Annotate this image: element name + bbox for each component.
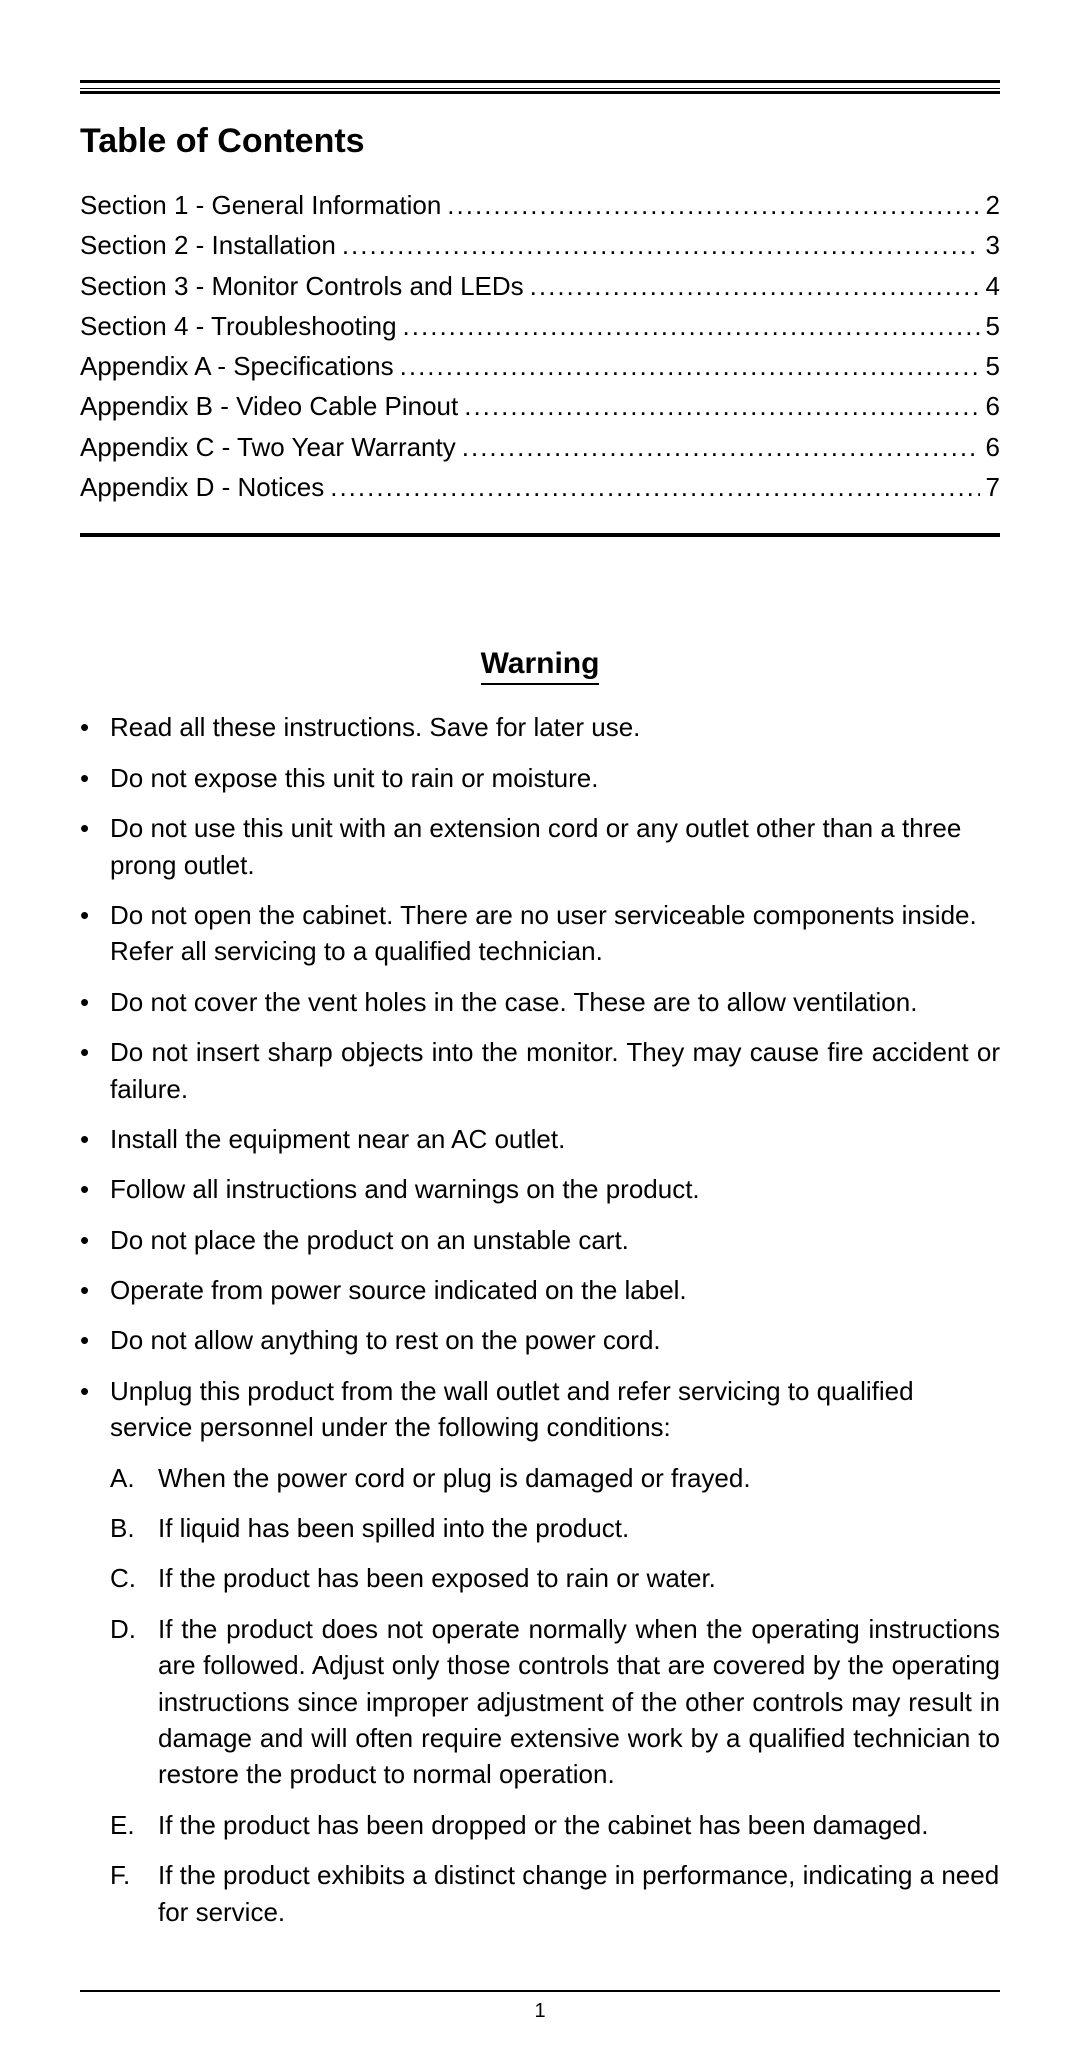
toc-page-number: 7	[986, 467, 1000, 507]
toc-row: Section 3 - Monitor Controls and LEDs 4	[80, 266, 1000, 306]
warning-subitem: A.When the power cord or plug is damaged…	[110, 1460, 1000, 1496]
warning-subitem: D.If the product does not operate normal…	[110, 1611, 1000, 1793]
footer-rule	[80, 1990, 1000, 1992]
warning-text: Do not use this unit with an extension c…	[110, 810, 1000, 883]
warning-item: •Do not expose this unit to rain or mois…	[80, 760, 1000, 796]
bullet-icon: •	[80, 1373, 110, 1446]
toc-leader-dots	[403, 306, 980, 346]
warning-heading: Warning	[80, 647, 1000, 685]
warning-subitem: B.If liquid has been spilled into the pr…	[110, 1510, 1000, 1546]
warning-text: Do not allow anything to rest on the pow…	[110, 1322, 1000, 1358]
warning-item: •Do not open the cabinet. There are no u…	[80, 897, 1000, 970]
warning-text: Do not insert sharp objects into the mon…	[110, 1034, 1000, 1107]
toc-label: Section 2 - Installation	[80, 225, 336, 265]
subitem-text: If the product has been exposed to rain …	[158, 1560, 1000, 1596]
toc-page-number: 4	[986, 266, 1000, 306]
subitem-text: If the product has been dropped or the c…	[158, 1807, 1000, 1843]
bullet-icon: •	[80, 984, 110, 1020]
toc-leader-dots	[447, 185, 979, 225]
toc-row: Section 2 - Installation 3	[80, 225, 1000, 265]
toc-row: Appendix D - Notices 7	[80, 467, 1000, 507]
warning-item: •Do not cover the vent holes in the case…	[80, 984, 1000, 1020]
toc-bottom-rule	[80, 533, 1000, 537]
warning-item: •Install the equipment near an AC outlet…	[80, 1121, 1000, 1157]
toc-page-number: 2	[986, 185, 1000, 225]
bullet-icon: •	[80, 1322, 110, 1358]
warning-item: •Operate from power source indicated on …	[80, 1272, 1000, 1308]
toc-page-number: 6	[986, 386, 1000, 426]
bullet-icon: •	[80, 1272, 110, 1308]
bullet-icon: •	[80, 1121, 110, 1157]
toc-leader-dots	[530, 266, 980, 306]
toc-leader-dots	[400, 346, 980, 386]
toc-leader-dots	[464, 386, 979, 426]
subitem-letter: E.	[110, 1807, 158, 1843]
subitem-text: If liquid has been spilled into the prod…	[158, 1510, 1000, 1546]
bullet-icon: •	[80, 709, 110, 745]
toc-label: Section 3 - Monitor Controls and LEDs	[80, 266, 524, 306]
warning-item: •Unplug this product from the wall outle…	[80, 1373, 1000, 1446]
bullet-icon: •	[80, 897, 110, 970]
document-page: Table of Contents Section 1 - General In…	[0, 0, 1080, 2063]
warning-text: Unplug this product from the wall outlet…	[110, 1373, 1000, 1446]
toc-leader-dots	[462, 427, 980, 467]
toc-label: Section 1 - General Information	[80, 185, 441, 225]
page-number: 1	[80, 2000, 1000, 2023]
subitem-letter: D.	[110, 1611, 158, 1793]
toc-label: Appendix C - Two Year Warranty	[80, 427, 456, 467]
top-rule	[80, 80, 1000, 94]
subitem-letter: F.	[110, 1857, 158, 1930]
toc-page-number: 5	[986, 306, 1000, 346]
toc-row: Section 4 - Troubleshooting 5	[80, 306, 1000, 346]
toc-row: Appendix B - Video Cable Pinout 6	[80, 386, 1000, 426]
warning-item: •Do not insert sharp objects into the mo…	[80, 1034, 1000, 1107]
warning-text: Operate from power source indicated on t…	[110, 1272, 1000, 1308]
bullet-icon: •	[80, 1034, 110, 1107]
subitem-text: If the product does not operate normally…	[158, 1611, 1000, 1793]
warning-list: •Read all these instructions. Save for l…	[80, 709, 1000, 1930]
toc-page-number: 5	[986, 346, 1000, 386]
bullet-icon: •	[80, 810, 110, 883]
warning-item: •Follow all instructions and warnings on…	[80, 1171, 1000, 1207]
toc-row: Appendix A - Specifications 5	[80, 346, 1000, 386]
warning-item: •Do not allow anything to rest on the po…	[80, 1322, 1000, 1358]
toc-page-number: 6	[986, 427, 1000, 467]
warning-text: Do not open the cabinet. There are no us…	[110, 897, 1000, 970]
warning-text: Follow all instructions and warnings on …	[110, 1171, 1000, 1207]
toc-label: Section 4 - Troubleshooting	[80, 306, 397, 346]
warning-subitem: E.If the product has been dropped or the…	[110, 1807, 1000, 1843]
toc-title: Table of Contents	[80, 122, 1000, 161]
warning-text: Do not expose this unit to rain or moist…	[110, 760, 1000, 796]
toc-row: Section 1 - General Information 2	[80, 185, 1000, 225]
warning-text: Do not cover the vent holes in the case.…	[110, 984, 1000, 1020]
bullet-icon: •	[80, 1222, 110, 1258]
toc-label: Appendix B - Video Cable Pinout	[80, 386, 458, 426]
warning-subitem: C.If the product has been exposed to rai…	[110, 1560, 1000, 1596]
warning-item: •Do not place the product on an unstable…	[80, 1222, 1000, 1258]
toc-label: Appendix A - Specifications	[80, 346, 394, 386]
toc-page-number: 3	[986, 225, 1000, 265]
warning-item: •Read all these instructions. Save for l…	[80, 709, 1000, 745]
warning-heading-text: Warning	[481, 647, 600, 685]
bullet-icon: •	[80, 1171, 110, 1207]
toc-leader-dots	[342, 225, 980, 265]
warning-item: •Do not use this unit with an extension …	[80, 810, 1000, 883]
warning-text: Install the equipment near an AC outlet.	[110, 1121, 1000, 1157]
subitem-letter: C.	[110, 1560, 158, 1596]
subitem-text: When the power cord or plug is damaged o…	[158, 1460, 1000, 1496]
warning-sublist: A.When the power cord or plug is damaged…	[110, 1460, 1000, 1930]
toc-leader-dots	[330, 467, 979, 507]
warning-text: Do not place the product on an unstable …	[110, 1222, 1000, 1258]
subitem-letter: A.	[110, 1460, 158, 1496]
toc-row: Appendix C - Two Year Warranty 6	[80, 427, 1000, 467]
warning-text: Read all these instructions. Save for la…	[110, 709, 1000, 745]
table-of-contents: Section 1 - General Information2Section …	[80, 185, 1000, 507]
bullet-icon: •	[80, 760, 110, 796]
warning-subitem: F.If the product exhibits a distinct cha…	[110, 1857, 1000, 1930]
subitem-text: If the product exhibits a distinct chang…	[158, 1857, 1000, 1930]
toc-label: Appendix D - Notices	[80, 467, 324, 507]
subitem-letter: B.	[110, 1510, 158, 1546]
